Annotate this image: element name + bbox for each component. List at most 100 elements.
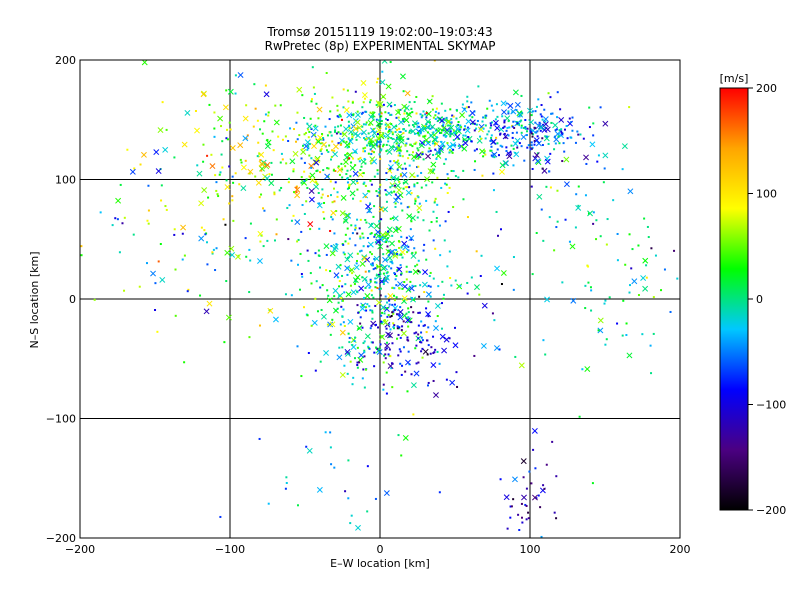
data-point-dot (280, 186, 283, 189)
data-point-dot (335, 210, 338, 213)
data-point-dot (346, 227, 349, 230)
data-point-dot (401, 364, 404, 367)
data-point-dot (368, 190, 371, 193)
data-point-dot (414, 285, 417, 288)
data-point-dot (372, 296, 375, 299)
data-point-dot (330, 134, 333, 137)
data-point-dot (545, 185, 548, 188)
data-point-dot (390, 267, 393, 270)
data-point-dot (507, 120, 510, 123)
data-point-dot (356, 364, 359, 367)
data-point-cross (627, 188, 634, 195)
data-point-dot (369, 148, 372, 151)
data-point-dot (393, 273, 396, 276)
data-point-cross (370, 143, 377, 150)
data-point-dot (362, 342, 365, 345)
data-point-dot (466, 126, 469, 129)
data-point-cross (459, 112, 465, 119)
data-point-dot (174, 314, 177, 317)
data-point-dot (387, 126, 390, 129)
data-point-dot (305, 445, 308, 448)
data-point-dot (373, 365, 376, 368)
data-point-cross (200, 91, 207, 98)
data-point-dot (413, 175, 416, 178)
data-point-dot (602, 181, 605, 184)
data-point-dot (373, 257, 376, 260)
data-point-dot (527, 144, 530, 147)
data-point-dot (352, 157, 355, 160)
data-point-dot (490, 145, 493, 148)
data-point-dot (285, 162, 288, 165)
data-point-cross (422, 348, 429, 355)
data-point-dot (477, 85, 480, 88)
data-point-cross (321, 313, 327, 320)
data-point-dot (377, 326, 380, 329)
data-point-dot (157, 260, 160, 263)
data-point-dot (492, 109, 495, 112)
data-point-dot (444, 109, 447, 112)
data-point-dot (146, 219, 149, 222)
data-point-cross (345, 350, 351, 357)
data-point-dot (403, 281, 406, 284)
data-point-dot (229, 128, 232, 131)
data-point-dot (183, 254, 186, 257)
data-point-dot (385, 193, 388, 196)
data-point-dot (479, 274, 482, 277)
data-point-cross (326, 297, 333, 304)
data-point-dot (398, 130, 401, 133)
data-point-dot (389, 61, 392, 64)
data-point-dot (352, 113, 355, 116)
data-point-dot (397, 159, 400, 162)
data-point-dot (416, 263, 419, 266)
data-point-dot (343, 324, 346, 327)
data-point-cross (387, 164, 394, 171)
data-point-dot (475, 250, 478, 253)
data-point-dot (440, 327, 443, 330)
data-point-dot (315, 280, 318, 283)
data-point-dot (375, 81, 378, 84)
data-point-dot (270, 161, 273, 164)
data-point-cross (411, 153, 417, 160)
data-point-dot (329, 431, 332, 434)
data-point-dot (412, 298, 415, 301)
data-point-dot (256, 119, 259, 122)
data-point-cross (375, 139, 382, 146)
data-point-dot (416, 166, 419, 169)
data-point-dot (330, 158, 333, 161)
data-point-dot (575, 193, 578, 196)
data-point-cross (397, 281, 404, 287)
data-point-dot (408, 205, 411, 208)
data-point-dot (435, 152, 438, 155)
data-point-dot (531, 110, 534, 113)
data-point-dot (186, 290, 189, 293)
data-point-dot (323, 201, 326, 204)
data-point-cross (344, 256, 351, 263)
data-point-dot (408, 131, 411, 134)
data-point-dot (378, 119, 381, 122)
data-point-dot (365, 309, 368, 312)
data-point-dot (344, 283, 347, 286)
data-point-cross (563, 156, 570, 163)
data-point-dot (314, 369, 317, 372)
colorbar-tick-label: −100 (756, 399, 786, 412)
data-point-dot (362, 123, 365, 126)
data-point-dot (318, 227, 321, 230)
data-point-dot (328, 144, 331, 147)
data-point-dot (430, 221, 433, 224)
data-point-cross (360, 79, 367, 86)
data-point-dot (522, 476, 525, 479)
data-point-dot (281, 158, 284, 161)
data-point-cross (181, 141, 188, 148)
data-point-dot (436, 350, 439, 353)
data-point-dot (592, 211, 595, 214)
data-point-cross (383, 306, 390, 313)
data-point-dot (520, 145, 523, 148)
data-point-dot (399, 135, 402, 138)
data-point-dot (387, 254, 390, 257)
data-point-dot (494, 118, 497, 121)
data-point-dot (348, 237, 351, 240)
data-point-dot (561, 281, 564, 284)
data-point-dot (400, 246, 403, 249)
data-point-cross (378, 132, 385, 138)
data-point-dot (321, 284, 324, 287)
